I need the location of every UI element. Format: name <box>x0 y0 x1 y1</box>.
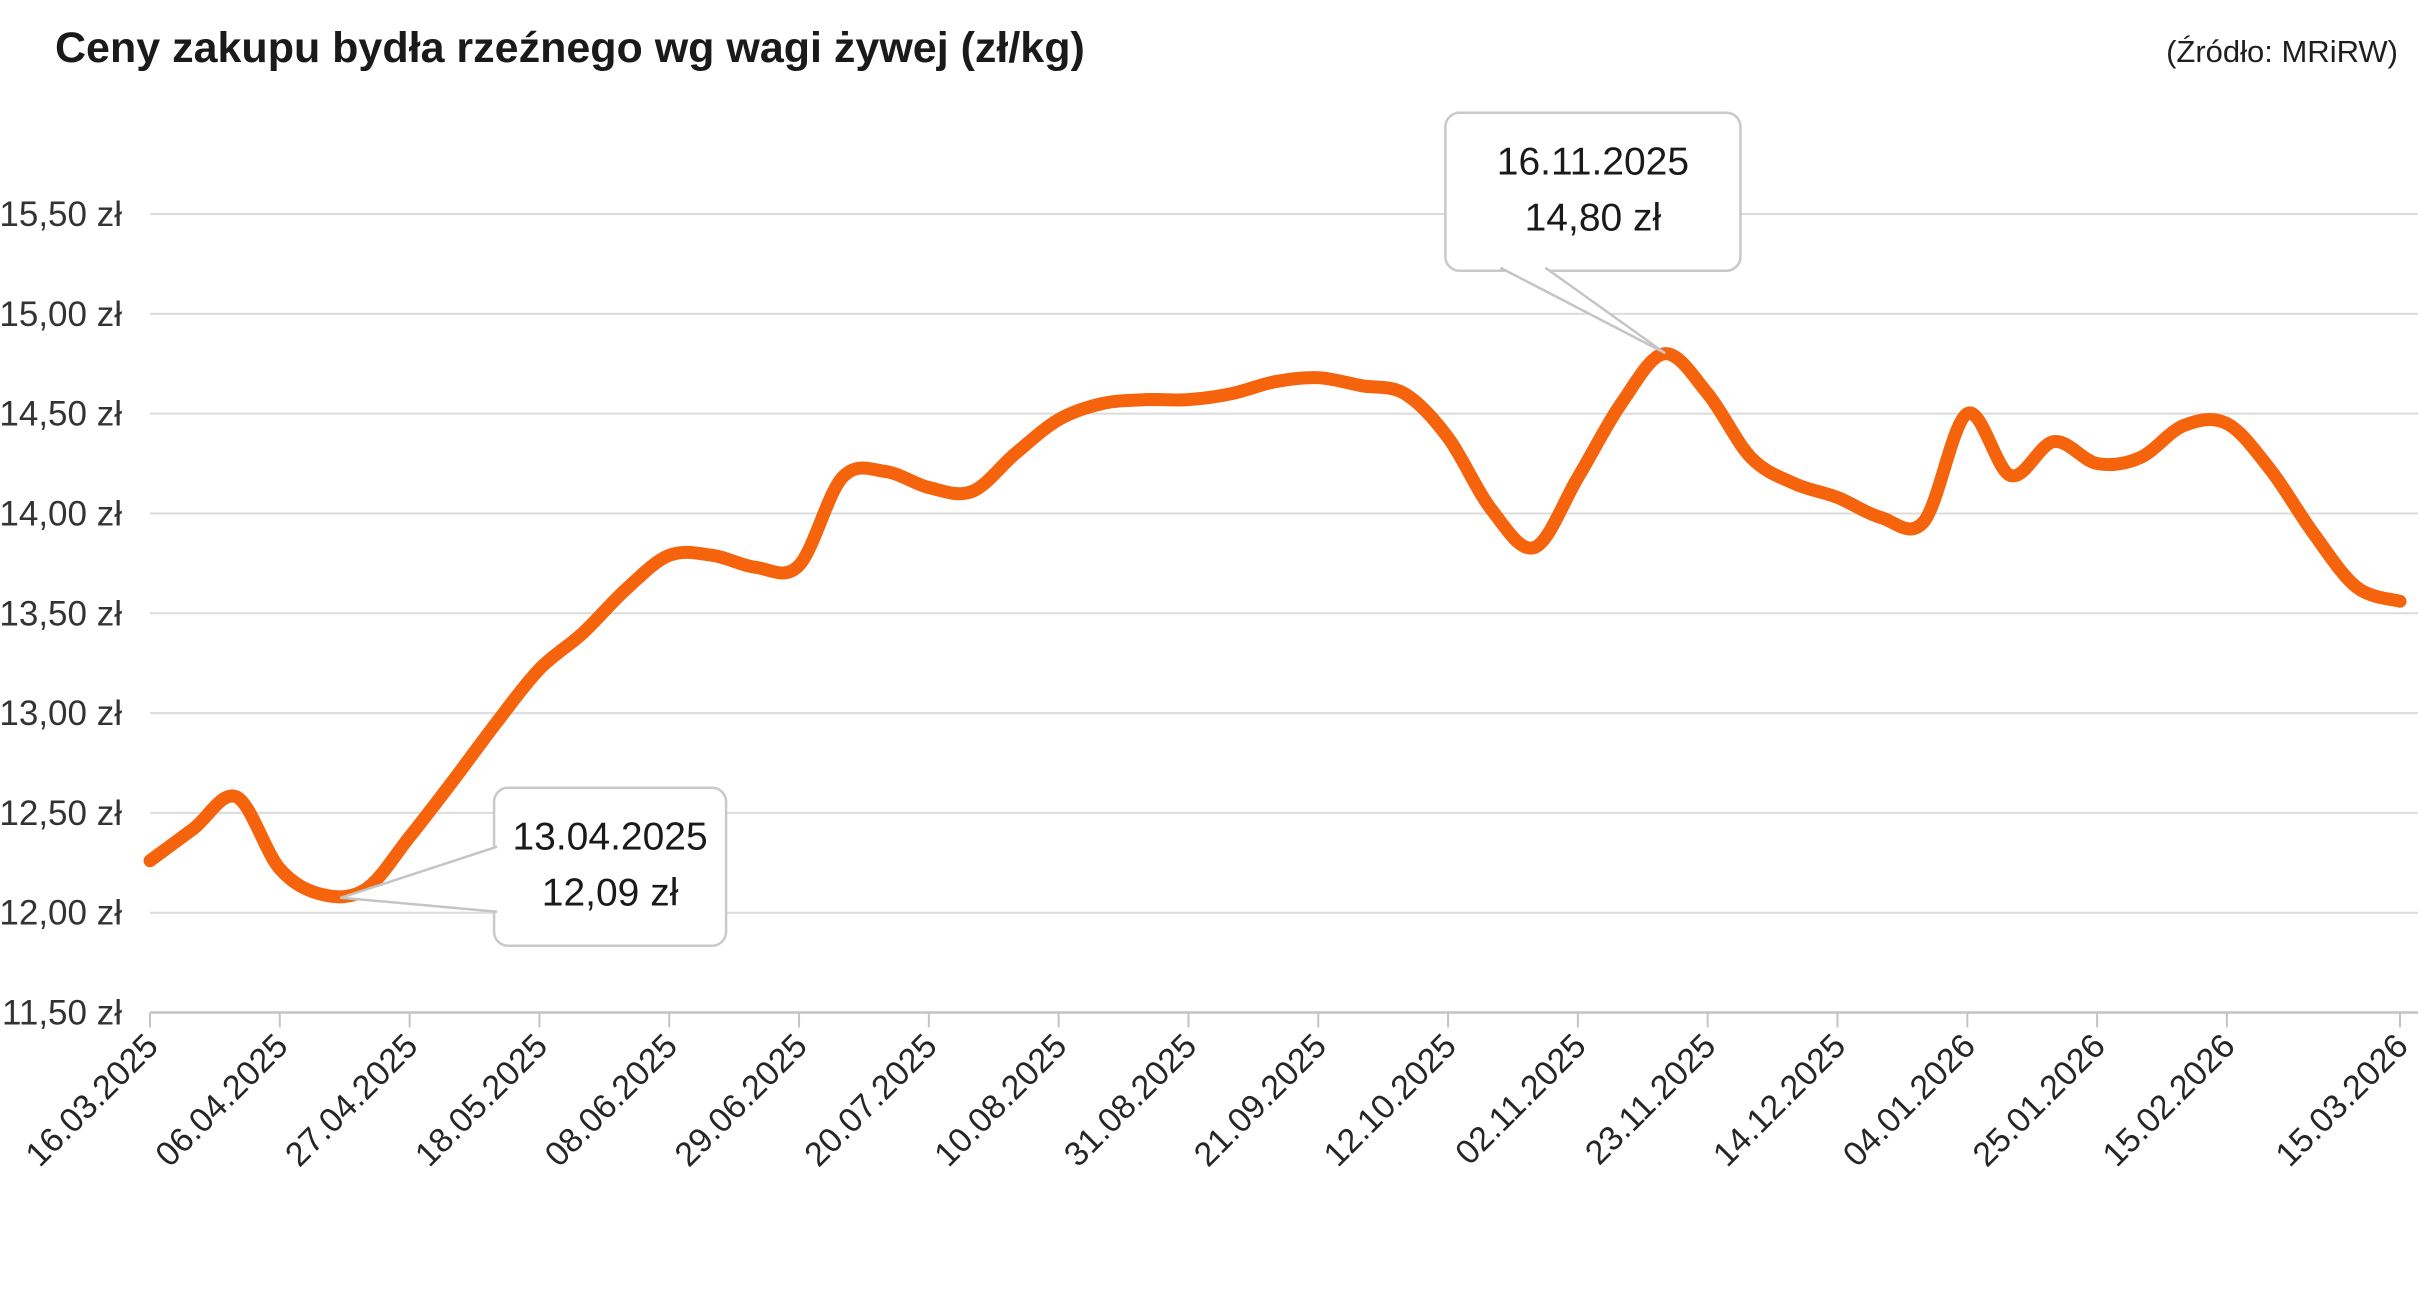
x-axis-label: 02.11.2025 <box>1448 1027 1593 1172</box>
y-axis-label: 14,00 zł <box>0 494 122 533</box>
annotation-value: 14,80 zł <box>1525 197 1662 240</box>
annotation-pointer-line <box>339 845 498 913</box>
x-axis-label: 10.08.2025 <box>927 1027 1074 1174</box>
x-axis-label: 29.06.2025 <box>667 1027 814 1174</box>
chart-source: (Źródło: MRiRW) <box>2166 34 2398 69</box>
x-axis-label: 23.11.2025 <box>1578 1027 1723 1172</box>
x-axis-label: 18.05.2025 <box>408 1027 555 1174</box>
annotation-pointer-line <box>1499 266 1666 354</box>
x-axis-label: 21.09.2025 <box>1187 1027 1334 1174</box>
chart-title: Ceny zakupu bydła rzeźnego wg wagi żywej… <box>55 24 1085 72</box>
annotation-date: 16.11.2025 <box>1497 141 1689 184</box>
x-axis-label: 20.07.2025 <box>797 1027 944 1174</box>
x-axis-label: 15.02.2026 <box>2095 1027 2242 1174</box>
y-axis-label: 12,00 zł <box>0 894 122 933</box>
x-axis-label: 14.12.2025 <box>1706 1027 1853 1174</box>
y-axis-label: 12,50 zł <box>0 794 122 833</box>
x-axis-label: 31.08.2025 <box>1057 1027 1204 1174</box>
x-axis-label: 04.01.2026 <box>1836 1027 1983 1174</box>
y-axis-label: 13,50 zł <box>0 594 122 633</box>
y-axis-label: 13,00 zł <box>0 694 122 733</box>
annotation-value: 12,09 zł <box>542 872 679 915</box>
x-axis-label: 15.03.2026 <box>2268 1027 2415 1174</box>
x-axis-label: 27.04.2025 <box>278 1027 425 1174</box>
annotation-box <box>1444 111 1742 272</box>
x-axis-label: 08.06.2025 <box>538 1027 685 1174</box>
x-axis-label: 12.10.2025 <box>1317 1027 1464 1174</box>
y-axis-label: 15,00 zł <box>0 295 122 334</box>
annotation-date: 13.04.2025 <box>512 816 707 859</box>
x-axis-label: 16.03.2025 <box>18 1027 165 1174</box>
x-axis-label: 06.04.2025 <box>148 1027 295 1174</box>
annotation-box <box>492 786 728 947</box>
y-axis-label: 11,50 zł <box>2 994 122 1033</box>
y-axis-label: 15,50 zł <box>0 195 122 234</box>
y-axis-label: 14,50 zł <box>0 395 122 434</box>
price-line <box>143 347 2407 904</box>
x-axis-label: 25.01.2026 <box>1966 1027 2113 1174</box>
